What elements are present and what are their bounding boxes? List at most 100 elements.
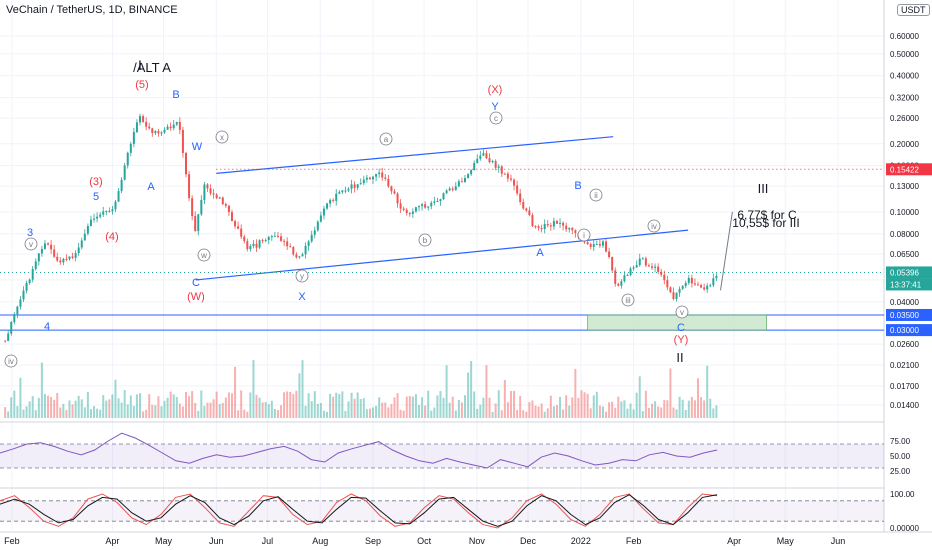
volume-bar [684,410,687,418]
price-tick-label: 0.26000 [890,114,919,123]
candle-body [372,176,375,180]
volume-bar [114,379,117,418]
wave-label: (X) [488,84,503,96]
candle-body [280,236,283,241]
volume-bar [430,410,433,418]
volume-bar [387,407,390,418]
candle-body [332,199,335,201]
time-tick-label: Jun [831,536,846,546]
wave-label: C [192,277,200,289]
volume-bar [712,408,715,418]
wave-circle [379,132,393,146]
candle-body [482,153,485,156]
volume-bar [292,393,295,418]
volume-bar [669,368,672,418]
wave-label: II [676,350,683,365]
candle-body [396,193,399,204]
volume-bar [4,407,7,418]
volume-bar [457,399,460,418]
candle-body [175,121,178,125]
candle-body [261,240,264,242]
volume-bar [439,391,442,418]
volume-bar [571,397,574,418]
volume-bar [215,391,218,418]
volume-bar [546,408,549,418]
volume-bar [660,407,663,418]
wave-label: 6,77$ for C [737,208,797,222]
volume-bar [307,393,310,418]
candle-body [74,253,77,258]
price-tick-label: 0.02600 [890,340,919,349]
volume-bar [494,403,497,418]
volume-bar [347,401,350,418]
volume-bar [329,393,332,418]
currency-badge[interactable]: USDT [897,4,930,16]
volume-bar [390,404,393,418]
volume-bar [693,400,696,418]
volume-bar [700,397,703,418]
candle-body [608,251,611,258]
volume-bar [678,396,681,418]
candle-body [519,193,522,202]
volume-bar [102,395,105,418]
candle-body [414,207,417,212]
candle-body [568,227,571,230]
candle-body [531,215,534,227]
candle-body [83,233,86,241]
candle-body [93,218,96,220]
volume-bar [540,403,543,418]
price-tick-label: 0.08000 [890,230,919,239]
volume-bar [405,396,408,418]
volume-bar [568,405,571,418]
volume-bar [191,391,194,418]
candle-body [34,261,37,270]
volume-bar [335,392,338,418]
volume-bar [344,410,347,418]
volume-bar [105,400,108,418]
candle-body [255,243,258,248]
candle-body [528,210,531,216]
wave-label: (W) [187,291,205,303]
candle-body [191,198,194,217]
volume-bar [715,405,718,418]
volume-bar [442,397,445,418]
wave-circle [418,233,432,247]
volume-bar [473,391,476,418]
volume-bar [338,393,341,418]
volume-bar [503,379,506,418]
volume-bar [65,409,68,418]
chart-grid [0,0,932,533]
candle-body [258,240,261,248]
volume-bar [562,409,565,418]
wave-label: Y [491,101,499,113]
candle-body [644,258,647,266]
candle-body [525,208,528,211]
volume-bar [626,408,629,418]
candle-body [565,225,568,230]
volume-bar [433,407,436,418]
drawing-overlay[interactable] [0,136,884,331]
volume-bar [237,410,240,418]
candle-body [442,193,445,200]
candle-body [651,266,654,268]
volume-bar [375,405,378,418]
volume-bar [451,396,454,418]
candle-body [424,204,427,208]
volume-bar [276,409,279,418]
candle-body [19,299,22,307]
wave-label: C [677,322,685,334]
time-tick-label: Feb [4,536,20,546]
volume-bar [605,411,608,418]
price-tick-label: 0.01700 [890,382,919,391]
volume-bar [418,404,421,418]
price-tag-label: 0.03000 [890,326,919,335]
candle-body [681,286,684,289]
candle-body [706,285,709,290]
wave-circle [295,269,309,283]
wave-label: A [147,181,155,193]
volume-bar [108,399,111,418]
candle-body [270,236,273,238]
candle-body [341,190,344,193]
candle-body [105,211,108,213]
